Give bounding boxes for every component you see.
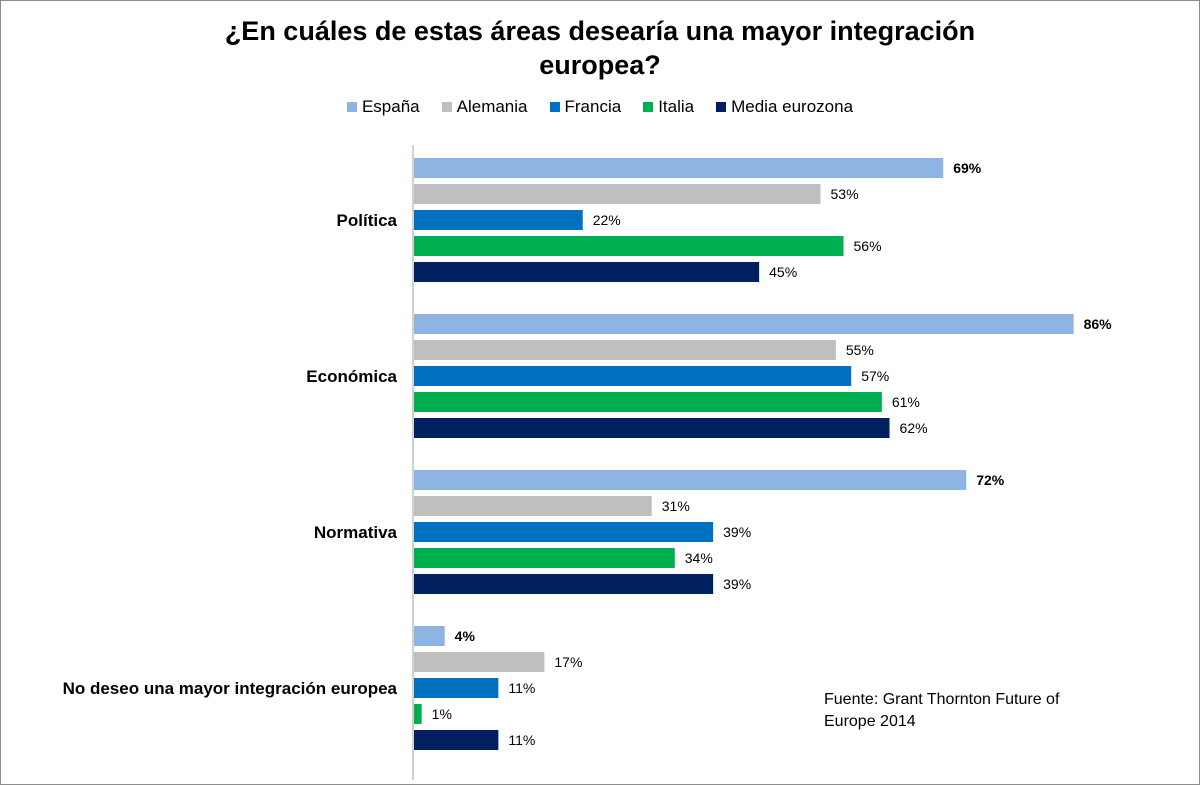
data-label: 45% xyxy=(769,264,797,280)
data-label: 39% xyxy=(723,524,751,540)
source-note: Fuente: Grant Thornton Future of Europe … xyxy=(824,689,1114,733)
bar xyxy=(414,158,944,178)
bar xyxy=(414,340,836,360)
legend-item: Media eurozona xyxy=(716,97,853,117)
bar xyxy=(414,548,675,568)
data-label: 17% xyxy=(554,654,582,670)
legend: España Alemania Francia Italia Media eurozon… xyxy=(0,97,1200,117)
bar xyxy=(414,626,445,646)
legend-item: Alemania xyxy=(441,97,528,117)
category-label: Normativa xyxy=(314,523,398,542)
bar xyxy=(414,522,714,542)
bar xyxy=(414,678,499,698)
bar xyxy=(414,574,714,594)
category-label: No deseo una mayor integración europea xyxy=(63,679,398,698)
legend-swatch xyxy=(716,102,727,112)
bar xyxy=(414,652,545,672)
legend-swatch xyxy=(643,102,654,112)
category-label: Política xyxy=(337,211,398,230)
source-line-1: Fuente: Grant Thornton Future of xyxy=(824,691,1060,708)
data-label: 86% xyxy=(1084,316,1113,332)
legend-swatch xyxy=(346,102,357,112)
bar xyxy=(414,262,760,282)
data-label: 11% xyxy=(508,732,535,748)
data-label: 55% xyxy=(846,342,874,358)
bar xyxy=(414,704,422,724)
data-label: 62% xyxy=(900,420,928,436)
data-label: 53% xyxy=(831,186,859,202)
data-label: 57% xyxy=(861,368,889,384)
data-label: 72% xyxy=(976,472,1005,488)
data-label: 56% xyxy=(854,238,882,254)
bar xyxy=(414,730,499,750)
data-label: 34% xyxy=(685,550,713,566)
legend-label: España xyxy=(361,97,420,116)
chart-title-line-1: ¿En cuáles de estas áreas desearía una m… xyxy=(224,16,976,46)
bar xyxy=(414,470,967,490)
data-label: 31% xyxy=(662,498,690,514)
source-line-2: Europe 2014 xyxy=(824,713,916,730)
legend-label: Italia xyxy=(658,97,695,116)
data-label: 1% xyxy=(432,706,452,722)
data-label: 4% xyxy=(455,628,476,644)
legend-swatch xyxy=(549,102,560,112)
legend-item: Francia xyxy=(549,97,622,117)
bar xyxy=(414,418,890,438)
legend-label: Media eurozona xyxy=(731,97,854,116)
chart-title-line-2: europea? xyxy=(539,50,661,80)
data-label: 22% xyxy=(593,212,621,228)
chart-title: ¿En cuáles de estas áreas desearía una m… xyxy=(0,14,1200,82)
bar xyxy=(414,236,844,256)
bar xyxy=(414,184,821,204)
data-label: 39% xyxy=(723,576,751,592)
legend-label: Alemania xyxy=(456,97,528,116)
legend-label: Francia xyxy=(564,97,622,116)
legend-item: España xyxy=(346,97,420,117)
data-label: 61% xyxy=(892,394,920,410)
bar xyxy=(414,210,583,230)
legend-item: Italia xyxy=(643,97,694,117)
bar xyxy=(414,496,652,516)
category-label: Económica xyxy=(306,367,397,386)
bar xyxy=(414,314,1074,334)
data-label: 69% xyxy=(953,160,982,176)
bar xyxy=(414,366,852,386)
legend-swatch xyxy=(441,102,452,112)
bar xyxy=(414,392,882,412)
data-label: 11% xyxy=(508,680,535,696)
